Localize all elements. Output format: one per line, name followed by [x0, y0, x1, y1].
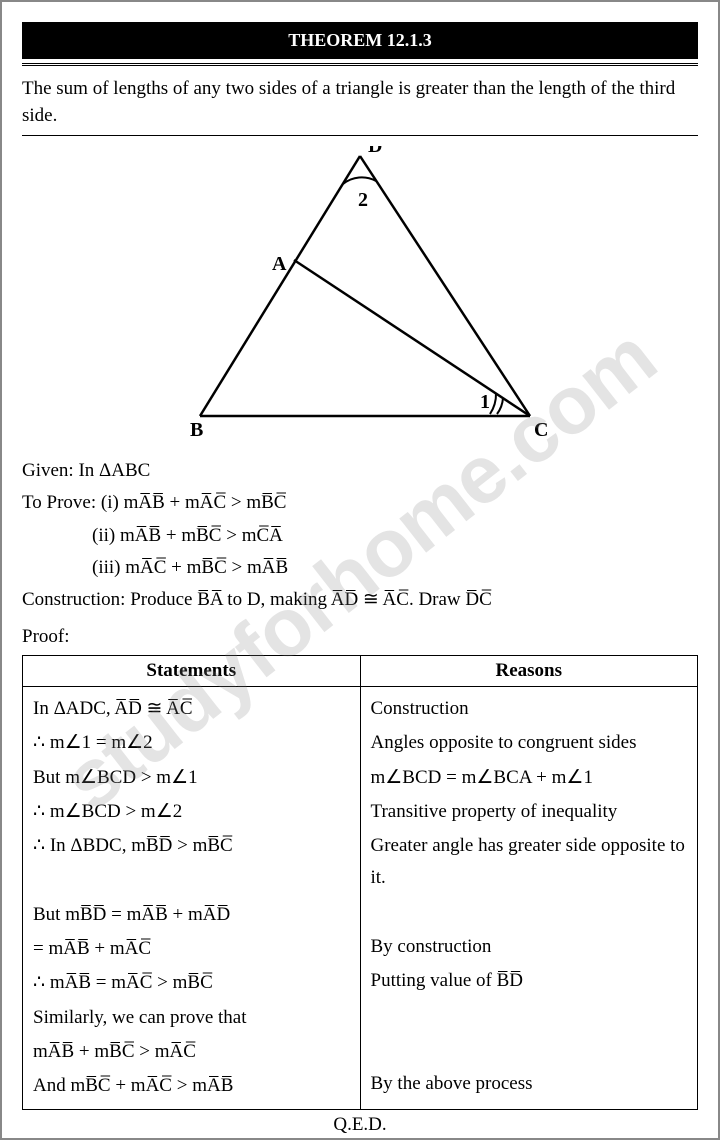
- proof-label: Proof:: [22, 621, 698, 653]
- qed: Q.E.D.: [22, 1114, 698, 1136]
- reasons-cell: Construction Angles opposite to congruen…: [360, 686, 698, 1109]
- angle-2-label: 2: [358, 189, 368, 211]
- vertex-c: C: [534, 419, 548, 436]
- angle-1-label: 1: [480, 391, 490, 413]
- col-statements: Statements: [23, 655, 361, 686]
- proof-table: Statements Reasons In ΔADC, A̅D̅ ≅ A̅C̅ …: [22, 655, 698, 1110]
- vertex-d: D: [368, 146, 382, 157]
- col-reasons: Reasons: [360, 655, 698, 686]
- construction-line: Construction: Produce B̅A̅ to D, making …: [22, 584, 698, 616]
- triangle-figure: 2 1 D A B C: [22, 146, 698, 441]
- to-prove-line: To Prove: (i) mA̅B̅ + mA̅C̅ > mB̅C̅: [22, 487, 698, 519]
- vertex-a: A: [272, 253, 287, 275]
- triangle-svg: 2 1 D A B C: [80, 146, 640, 436]
- statements-cell: In ΔADC, A̅D̅ ≅ A̅C̅ ∴ m∠1 = m∠2 But m∠B…: [23, 686, 361, 1109]
- prove-iii: (iii) mA̅C̅ + mB̅C̅ > mA̅B̅: [22, 552, 698, 584]
- divider: [22, 135, 698, 136]
- vertex-b: B: [190, 419, 203, 436]
- theorem-header: THEOREM 12.1.3: [22, 22, 698, 59]
- prove-ii: (ii) mA̅B̅ + mB̅C̅ > mC̅A̅: [22, 520, 698, 552]
- given-line: Given: In ΔABC: [22, 455, 698, 487]
- theorem-statement: The sum of lengths of any two sides of a…: [22, 76, 698, 129]
- double-rule: [22, 63, 698, 66]
